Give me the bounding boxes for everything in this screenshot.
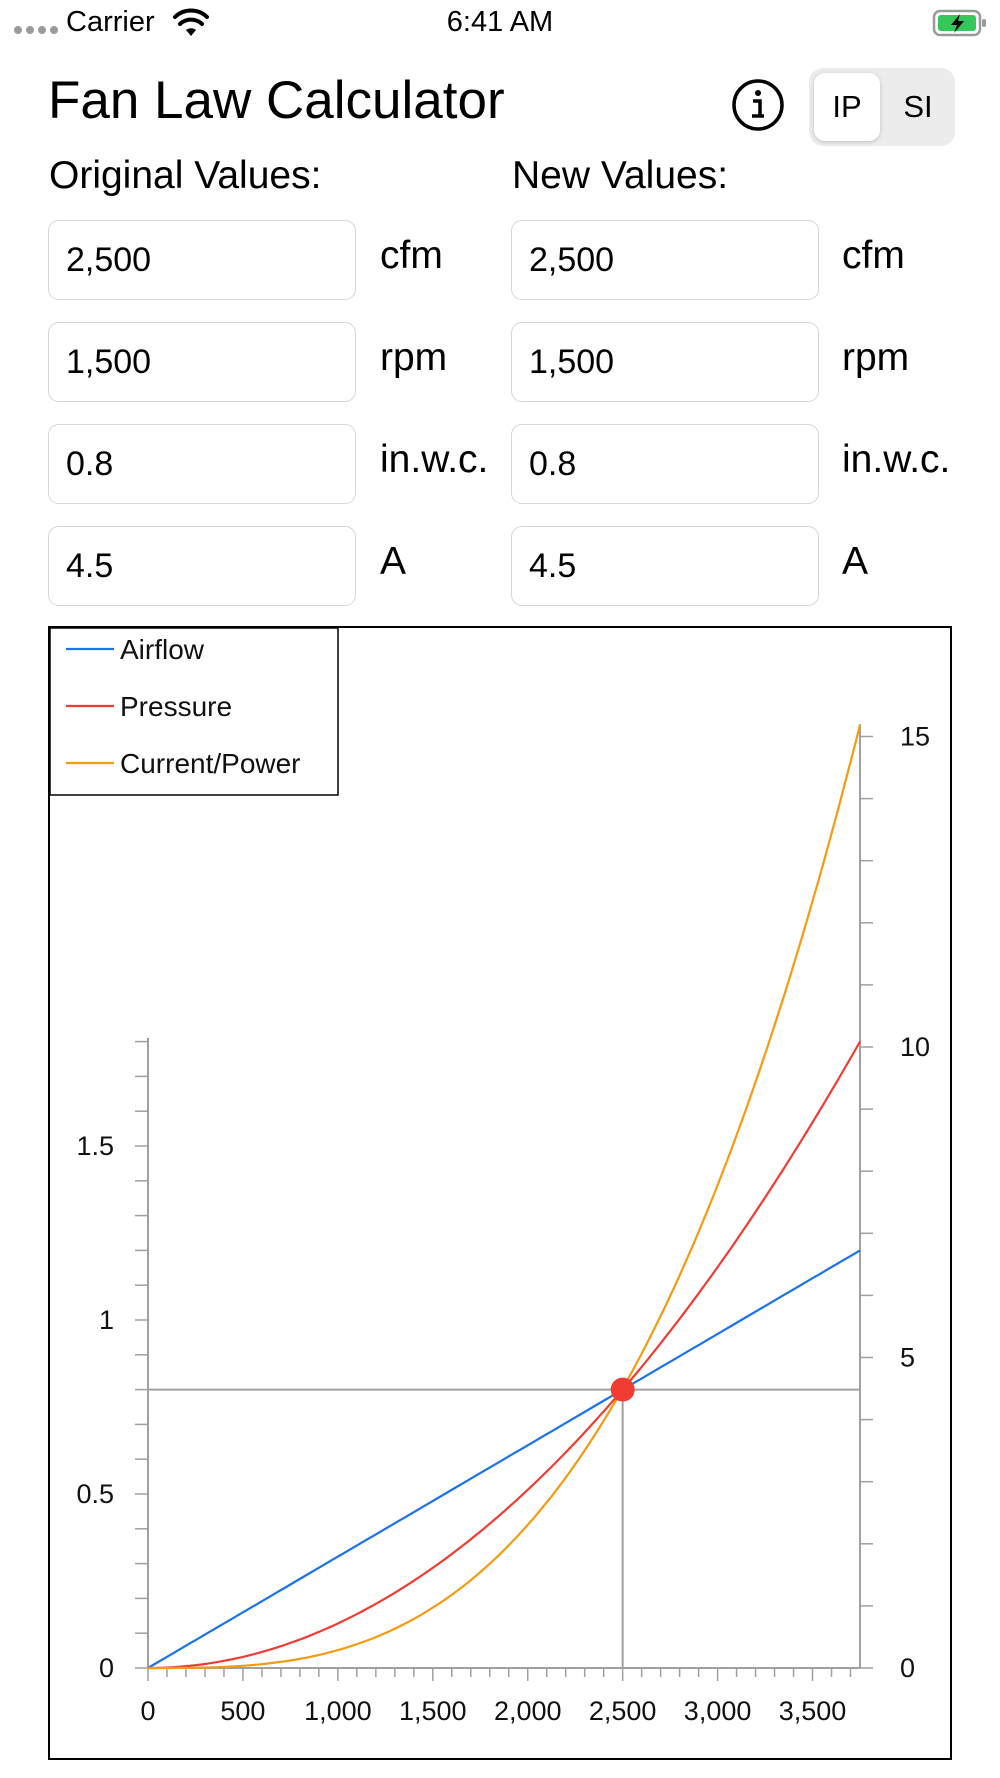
x-tick-label: 3,000 [684,1696,752,1726]
y-right-tick-label: 5 [900,1343,915,1373]
legend-box [49,627,339,796]
new-pressure-input[interactable] [529,425,809,503]
x-tick-label: 1,500 [399,1696,467,1726]
segment-ip[interactable]: IP [814,73,880,141]
x-tick-label: 2,500 [589,1696,657,1726]
operating-point-marker [610,1377,635,1402]
original-current-input[interactable] [66,527,346,605]
original-airflow-unit: cfm [380,234,443,277]
new-values-label: New Values: [512,154,729,197]
original-pressure-input[interactable] [66,425,346,503]
original-current-unit: A [380,540,407,583]
clock: 6:41 AM [446,6,554,38]
new-speed-field[interactable] [511,322,819,402]
new-current-input[interactable] [529,527,809,605]
new-speed-unit: rpm [842,336,910,379]
info-button[interactable] [731,78,785,132]
chart-canvas: 0 500 1,000 1,500 2,000 2,500 3,000 3,500 0 0.5 1 1… [49,627,930,1726]
new-speed-input[interactable] [529,323,809,401]
y-right-tick-label: 15 [900,722,930,752]
y-left-tick-label: 1 [99,1305,114,1335]
original-current-field[interactable] [48,526,356,606]
legend-airflow-label: Airflow [120,634,205,665]
info-circle-icon [732,79,784,131]
y-left-tick-label: 0.5 [76,1479,114,1509]
x-tick-label: 500 [220,1696,265,1726]
signal-dots-icon [14,26,58,34]
new-airflow-input[interactable] [529,221,809,299]
carrier-label: Carrier [66,6,155,38]
current-series-line [148,724,862,1670]
x-tick-label: 1,000 [304,1696,372,1726]
status-bar: Carrier 6:41 AM [0,0,1000,48]
original-speed-input[interactable] [66,323,346,401]
new-current-field[interactable] [511,526,819,606]
new-pressure-field[interactable] [511,424,819,504]
x-tick-label: 2,000 [494,1696,562,1726]
new-airflow-field[interactable] [511,220,819,300]
segment-si[interactable]: SI [903,89,933,124]
y-left-tick-label: 0 [99,1653,114,1683]
y-right-tick-label: 0 [900,1653,915,1683]
y-right-tick-label: 10 [900,1032,930,1062]
chart-legend: Airflow Pressure Current/Power [49,627,339,796]
legend-current-power-label: Current/Power [120,748,301,779]
unit-system-toggle[interactable]: IP SI [809,68,955,146]
original-airflow-input[interactable] [66,221,346,299]
y-left-tick-label: 1.5 [76,1131,114,1161]
legend-pressure-label: Pressure [120,691,232,722]
fan-curve-chart: 0 500 1,000 1,500 2,000 2,500 3,000 3,500 0 0.5 1 1… [48,626,952,1760]
new-current-unit: A [842,540,869,583]
original-pressure-unit: in.w.c. [380,438,489,481]
original-speed-unit: rpm [380,336,448,379]
original-pressure-field[interactable] [48,424,356,504]
pressure-series-line [148,1041,861,1670]
page-title: Fan Law Calculator [48,71,505,130]
x-tick-label: 0 [140,1696,155,1726]
x-tick-label: 3,500 [779,1696,847,1726]
new-pressure-unit: in.w.c. [842,438,951,481]
wifi-icon [172,8,210,43]
original-speed-field[interactable] [48,322,356,402]
battery-charging-icon [932,8,988,43]
airflow-series-line [147,1249,861,1669]
new-airflow-unit: cfm [842,234,905,277]
original-airflow-field[interactable] [48,220,356,300]
original-values-label: Original Values: [49,154,322,197]
